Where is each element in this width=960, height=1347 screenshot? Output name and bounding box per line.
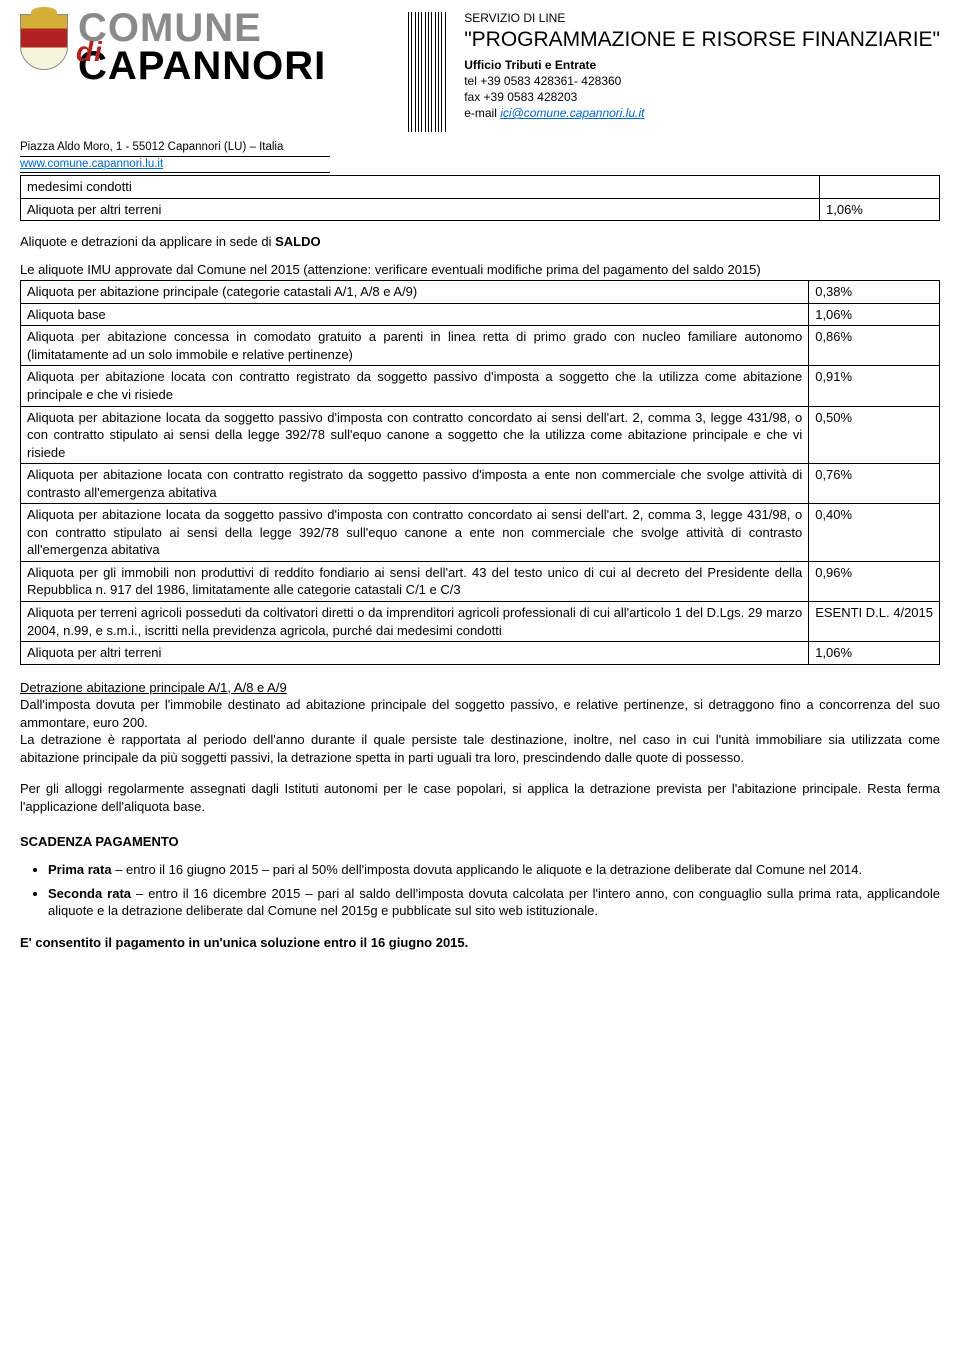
bullet-bold: Prima rata: [48, 862, 112, 877]
email-link[interactable]: ici@comune.capannori.lu.it: [500, 106, 644, 120]
table-row: Aliquota per altri terreni1,06%: [21, 642, 940, 665]
address-block: Piazza Aldo Moro, 1 - 55012 Capannori (L…: [20, 140, 940, 173]
rate-value: 0,50%: [809, 406, 940, 464]
rate-value: 0,91%: [809, 366, 940, 406]
bullet-text: – entro il 16 giugno 2015 – pari al 50% …: [112, 862, 863, 877]
logo-text-comune: COMUNE: [78, 6, 262, 50]
list-item: Prima rata – entro il 16 giugno 2015 – p…: [48, 861, 940, 879]
coat-of-arms-icon: [20, 14, 68, 70]
bullet-bold: Seconda rata: [48, 886, 131, 901]
tel-line: tel +39 0583 428361- 428360: [464, 73, 940, 89]
office-name: Ufficio Tributi e Entrate: [464, 57, 940, 73]
table-row: Aliquota per abitazione locata da sogget…: [21, 504, 940, 562]
email-line: e-mail ici@comune.capannori.lu.it: [464, 105, 940, 121]
rate-desc: Aliquota per abitazione locata da sogget…: [21, 406, 809, 464]
rate-value: 0,40%: [809, 504, 940, 562]
rate-desc: Aliquota per abitazione locata con contr…: [21, 464, 809, 504]
letterhead: COMUNE di CAPANNORI SERVIZIO DI LINE "PR…: [20, 10, 940, 132]
rate-value: 1,06%: [809, 642, 940, 665]
table-row: Aliquota per abitazione concessa in como…: [21, 326, 940, 366]
saldo-heading-bold: SALDO: [275, 234, 321, 249]
rates-table-saldo: Aliquota per abitazione principale (cate…: [20, 280, 940, 664]
rate-desc: medesimi condotti: [21, 176, 820, 199]
rate-value: 0,38%: [809, 281, 940, 304]
rate-value: 0,86%: [809, 326, 940, 366]
rate-desc: Aliquota per abitazione concessa in como…: [21, 326, 809, 366]
website-link[interactable]: www.comune.capannori.lu.it: [20, 158, 163, 170]
logo-block: COMUNE di CAPANNORI: [78, 10, 326, 84]
table-row: medesimi condotti: [21, 176, 940, 199]
rate-desc: Aliquota per gli immobili non produttivi…: [21, 561, 809, 601]
logo-text-di: di: [76, 39, 103, 64]
table-row: Aliquota per abitazione locata con contr…: [21, 366, 940, 406]
bullet-text: – entro il 16 dicembre 2015 – pari al sa…: [48, 886, 940, 919]
rate-value: [820, 176, 940, 199]
rate-desc: Aliquota per abitazione locata con contr…: [21, 366, 809, 406]
saldo-heading-prefix: Aliquote e detrazioni da applicare in se…: [20, 234, 275, 249]
detrazione-heading: Detrazione abitazione principale A/1, A/…: [20, 679, 940, 697]
scadenza-list: Prima rata – entro il 16 giugno 2015 – p…: [48, 861, 940, 920]
fax-line: fax +39 0583 428203: [464, 89, 940, 105]
rate-desc: Aliquota per altri terreni: [21, 642, 809, 665]
email-label: e-mail: [464, 106, 500, 120]
address-line: Piazza Aldo Moro, 1 - 55012 Capannori (L…: [20, 140, 330, 157]
service-block: SERVIZIO DI LINE "PROGRAMMAZIONE E RISOR…: [464, 10, 940, 121]
final-statement: E' consentito il pagamento in un'unica s…: [20, 934, 940, 952]
table-row: Aliquota base1,06%: [21, 303, 940, 326]
rate-desc: Aliquota base: [21, 303, 809, 326]
website-line: www.comune.capannori.lu.it: [20, 157, 330, 174]
table-row: Aliquota per abitazione locata con contr…: [21, 464, 940, 504]
saldo-intro-text: Le aliquote IMU approvate dal Comune nel…: [20, 261, 940, 279]
list-item: Seconda rata – entro il 16 dicembre 2015…: [48, 885, 940, 920]
detrazione-block: Detrazione abitazione principale A/1, A/…: [20, 679, 940, 767]
logo-comune: COMUNE di: [78, 10, 326, 46]
rate-value: 1,06%: [809, 303, 940, 326]
rate-desc: Aliquota per terreni agricoli posseduti …: [21, 601, 809, 641]
service-title: "PROGRAMMAZIONE E RISORSE FINANZIARIE": [464, 26, 940, 54]
logo-text-capannori: CAPANNORI: [78, 48, 326, 84]
table-row: Aliquota per gli immobili non produttivi…: [21, 561, 940, 601]
rate-value: ESENTI D.L. 4/2015: [809, 601, 940, 641]
table-row: Aliquota per altri terreni 1,06%: [21, 198, 940, 221]
rate-desc: Aliquota per altri terreni: [21, 198, 820, 221]
rate-desc: Aliquota per abitazione principale (cate…: [21, 281, 809, 304]
table-row: Aliquota per abitazione locata da sogget…: [21, 406, 940, 464]
service-line: SERVIZIO DI LINE: [464, 10, 940, 26]
barcode-icon: [408, 12, 448, 132]
rate-value: 1,06%: [820, 198, 940, 221]
scadenza-heading: SCADENZA PAGAMENTO: [20, 833, 940, 851]
detrazione-p2: La detrazione è rapportata al periodo de…: [20, 731, 940, 766]
rate-value: 0,96%: [809, 561, 940, 601]
rate-desc: Aliquota per abitazione locata da sogget…: [21, 504, 809, 562]
rate-value: 0,76%: [809, 464, 940, 504]
table-row: Aliquota per terreni agricoli posseduti …: [21, 601, 940, 641]
table-row: Aliquota per abitazione principale (cate…: [21, 281, 940, 304]
alloggi-paragraph: Per gli alloggi regolarmente assegnati d…: [20, 780, 940, 815]
rates-table-continuation: medesimi condotti Aliquota per altri ter…: [20, 175, 940, 221]
saldo-heading: Aliquote e detrazioni da applicare in se…: [20, 233, 940, 251]
detrazione-p1: Dall'imposta dovuta per l'immobile desti…: [20, 696, 940, 731]
